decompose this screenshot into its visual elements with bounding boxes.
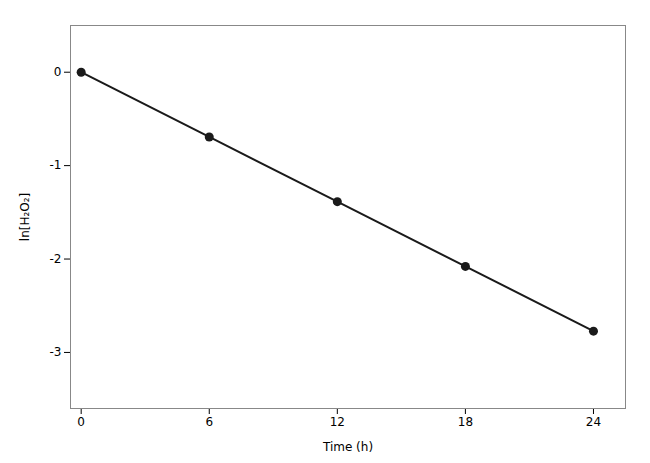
svg-text:0: 0 [54,65,62,79]
svg-text:24: 24 [586,415,601,429]
svg-text:12: 12 [330,415,345,429]
svg-text:-1: -1 [50,158,62,172]
svg-text:6: 6 [205,415,213,429]
svg-text:-2: -2 [50,252,62,266]
svg-text:ln[H₂O₂]: ln[H₂O₂] [18,193,32,241]
svg-text:18: 18 [458,415,473,429]
svg-text:-3: -3 [50,345,62,359]
svg-text:0: 0 [77,415,85,429]
svg-text:Time (h): Time (h) [322,440,373,454]
